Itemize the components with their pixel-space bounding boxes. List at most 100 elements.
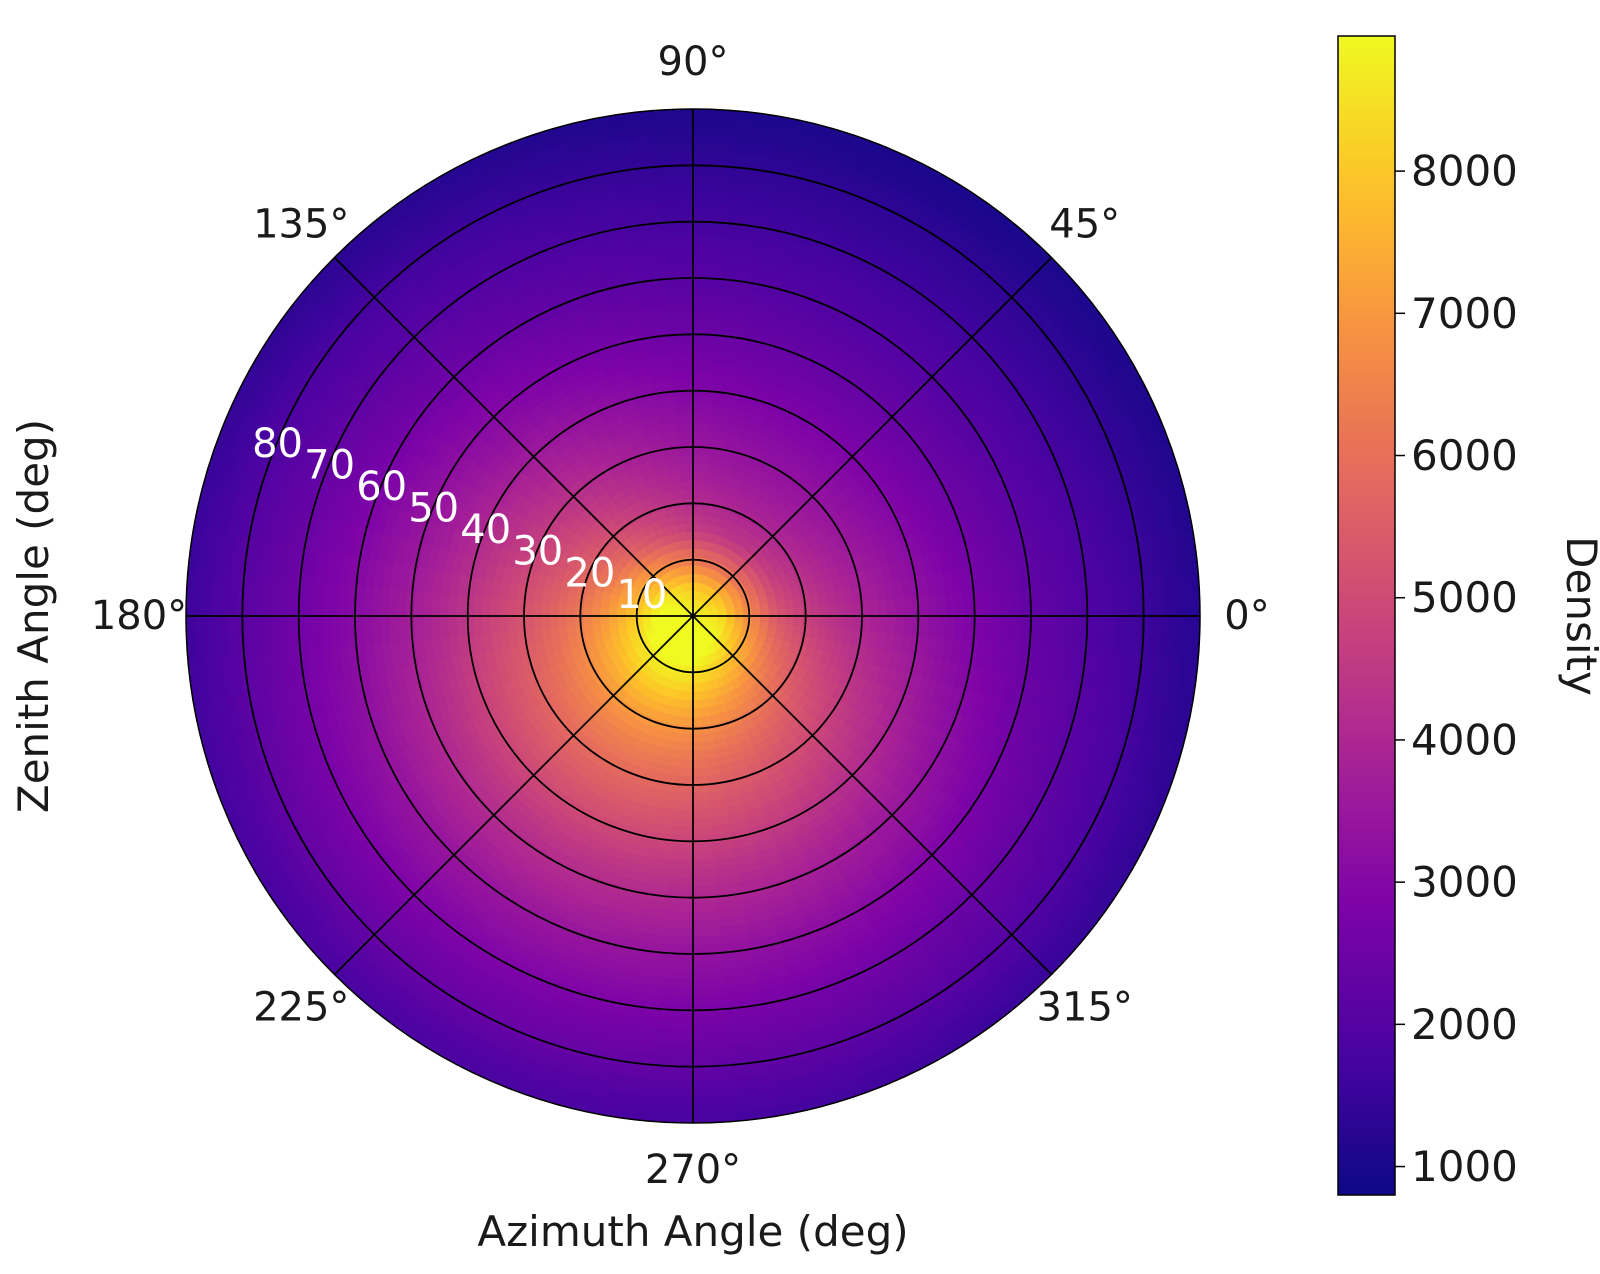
heatmap-cell <box>928 615 939 638</box>
heatmap-cell <box>667 893 694 904</box>
heatmap-cell <box>684 522 694 533</box>
heatmap-cell <box>692 455 708 465</box>
heatmap-cell <box>945 592 956 617</box>
heatmap-cell <box>802 605 812 617</box>
heatmap-cell <box>670 732 684 743</box>
heatmap-cell <box>388 615 399 643</box>
heatmap-cell <box>702 732 716 743</box>
heatmap-cell <box>692 859 716 870</box>
heatmap-cell <box>447 594 458 617</box>
azimuth-tick-label: 45° <box>1049 201 1120 247</box>
heatmap-cell <box>692 750 706 760</box>
heatmap-cell <box>655 193 694 204</box>
heatmap-cell <box>692 210 729 221</box>
heatmap-cell <box>657 210 694 221</box>
colorbar-gradient <box>1337 35 1396 1196</box>
heatmap-cell <box>835 602 846 617</box>
heatmap-cell <box>911 615 922 637</box>
heatmap-cell <box>439 615 450 639</box>
heatmap-cell <box>987 615 998 643</box>
heatmap-cell <box>422 592 433 617</box>
heatmap-cell <box>380 588 391 617</box>
heatmap-cell <box>685 691 694 701</box>
heatmap-cell <box>668 885 694 896</box>
heatmap-cell <box>574 595 586 607</box>
azimuth-tick-label: 225° <box>253 985 349 1031</box>
heatmap-cell <box>1012 586 1023 617</box>
heatmap-cell <box>701 506 713 517</box>
heatmap-cell <box>785 615 795 626</box>
heatmap-cell <box>1079 581 1091 617</box>
heatmap-cell <box>800 595 812 607</box>
heatmap-cell <box>661 252 694 263</box>
zenith-tick-label: 40 <box>460 507 511 553</box>
heatmap-cell <box>692 683 700 693</box>
heatmap-cell <box>692 522 702 533</box>
heatmap-cell <box>692 193 731 204</box>
heatmap-cell <box>919 615 930 637</box>
heatmap-cell <box>654 1044 694 1056</box>
heatmap-cell <box>582 615 593 626</box>
heatmap-cell <box>1071 581 1083 617</box>
heatmap-cell <box>422 615 433 640</box>
heatmap-cell <box>869 599 880 617</box>
heatmap-cell <box>702 723 714 735</box>
heatmap-cell <box>692 1002 728 1014</box>
heatmap-cell <box>599 615 610 625</box>
heatmap-cell <box>768 608 778 617</box>
heatmap-cell <box>776 615 787 625</box>
heatmap-cell <box>776 607 787 617</box>
heatmap-cell <box>565 615 576 628</box>
heatmap-cell <box>680 480 694 491</box>
heatmap-cell <box>692 294 722 305</box>
heatmap-cell <box>919 595 930 617</box>
heatmap-cell <box>396 589 408 617</box>
heatmap-cell <box>692 1044 732 1056</box>
density-heatmap <box>186 109 1200 1123</box>
heatmap-cell <box>1121 615 1133 655</box>
heatmap-cell <box>987 589 998 617</box>
heatmap-cell <box>679 463 694 474</box>
colorbar-tick-label: 7000 <box>1411 289 1518 338</box>
heatmap-cell <box>337 615 349 648</box>
heatmap-cell <box>692 514 703 524</box>
heatmap-cell <box>566 625 577 639</box>
zenith-tick-label: 80 <box>252 421 303 467</box>
heatmap-cell <box>591 598 602 609</box>
heatmap-cell <box>657 1011 694 1022</box>
heatmap-cell <box>1054 615 1066 649</box>
heatmap-cell <box>320 583 332 617</box>
heatmap-cell <box>692 319 720 331</box>
zenith-tick-label: 70 <box>304 442 355 488</box>
heatmap-cell <box>665 303 694 314</box>
heatmap-cell <box>692 977 726 989</box>
heatmap-cell <box>672 834 694 845</box>
heatmap-cell <box>869 615 880 633</box>
heatmap-cell <box>692 412 711 423</box>
heatmap-cell <box>692 1011 729 1022</box>
heatmap-cell <box>692 918 721 929</box>
zenith-tick-label: 10 <box>616 572 667 618</box>
heatmap-cell <box>664 294 694 305</box>
heatmap-cell <box>692 379 714 390</box>
heatmap-cell <box>692 353 717 364</box>
heatmap-cell <box>498 598 509 617</box>
heatmap-cell <box>676 698 686 709</box>
heatmap-cell <box>666 910 694 921</box>
heatmap-cell <box>692 243 726 255</box>
heatmap-cell <box>659 235 694 246</box>
heatmap-cell <box>692 345 717 356</box>
heatmap-cell <box>835 615 846 630</box>
heatmap-cell <box>679 758 694 769</box>
heatmap-cell <box>692 370 715 381</box>
heatmap-cell <box>702 489 716 500</box>
heatmap-cell <box>995 588 1006 617</box>
heatmap-cell <box>686 683 694 693</box>
heatmap-cell <box>658 218 694 230</box>
heatmap-cell <box>810 615 821 628</box>
heatmap-cell <box>669 876 694 887</box>
heatmap-cell <box>329 615 340 648</box>
heatmap-cell <box>565 604 576 617</box>
colorbar-tick-label: 5000 <box>1411 573 1518 622</box>
